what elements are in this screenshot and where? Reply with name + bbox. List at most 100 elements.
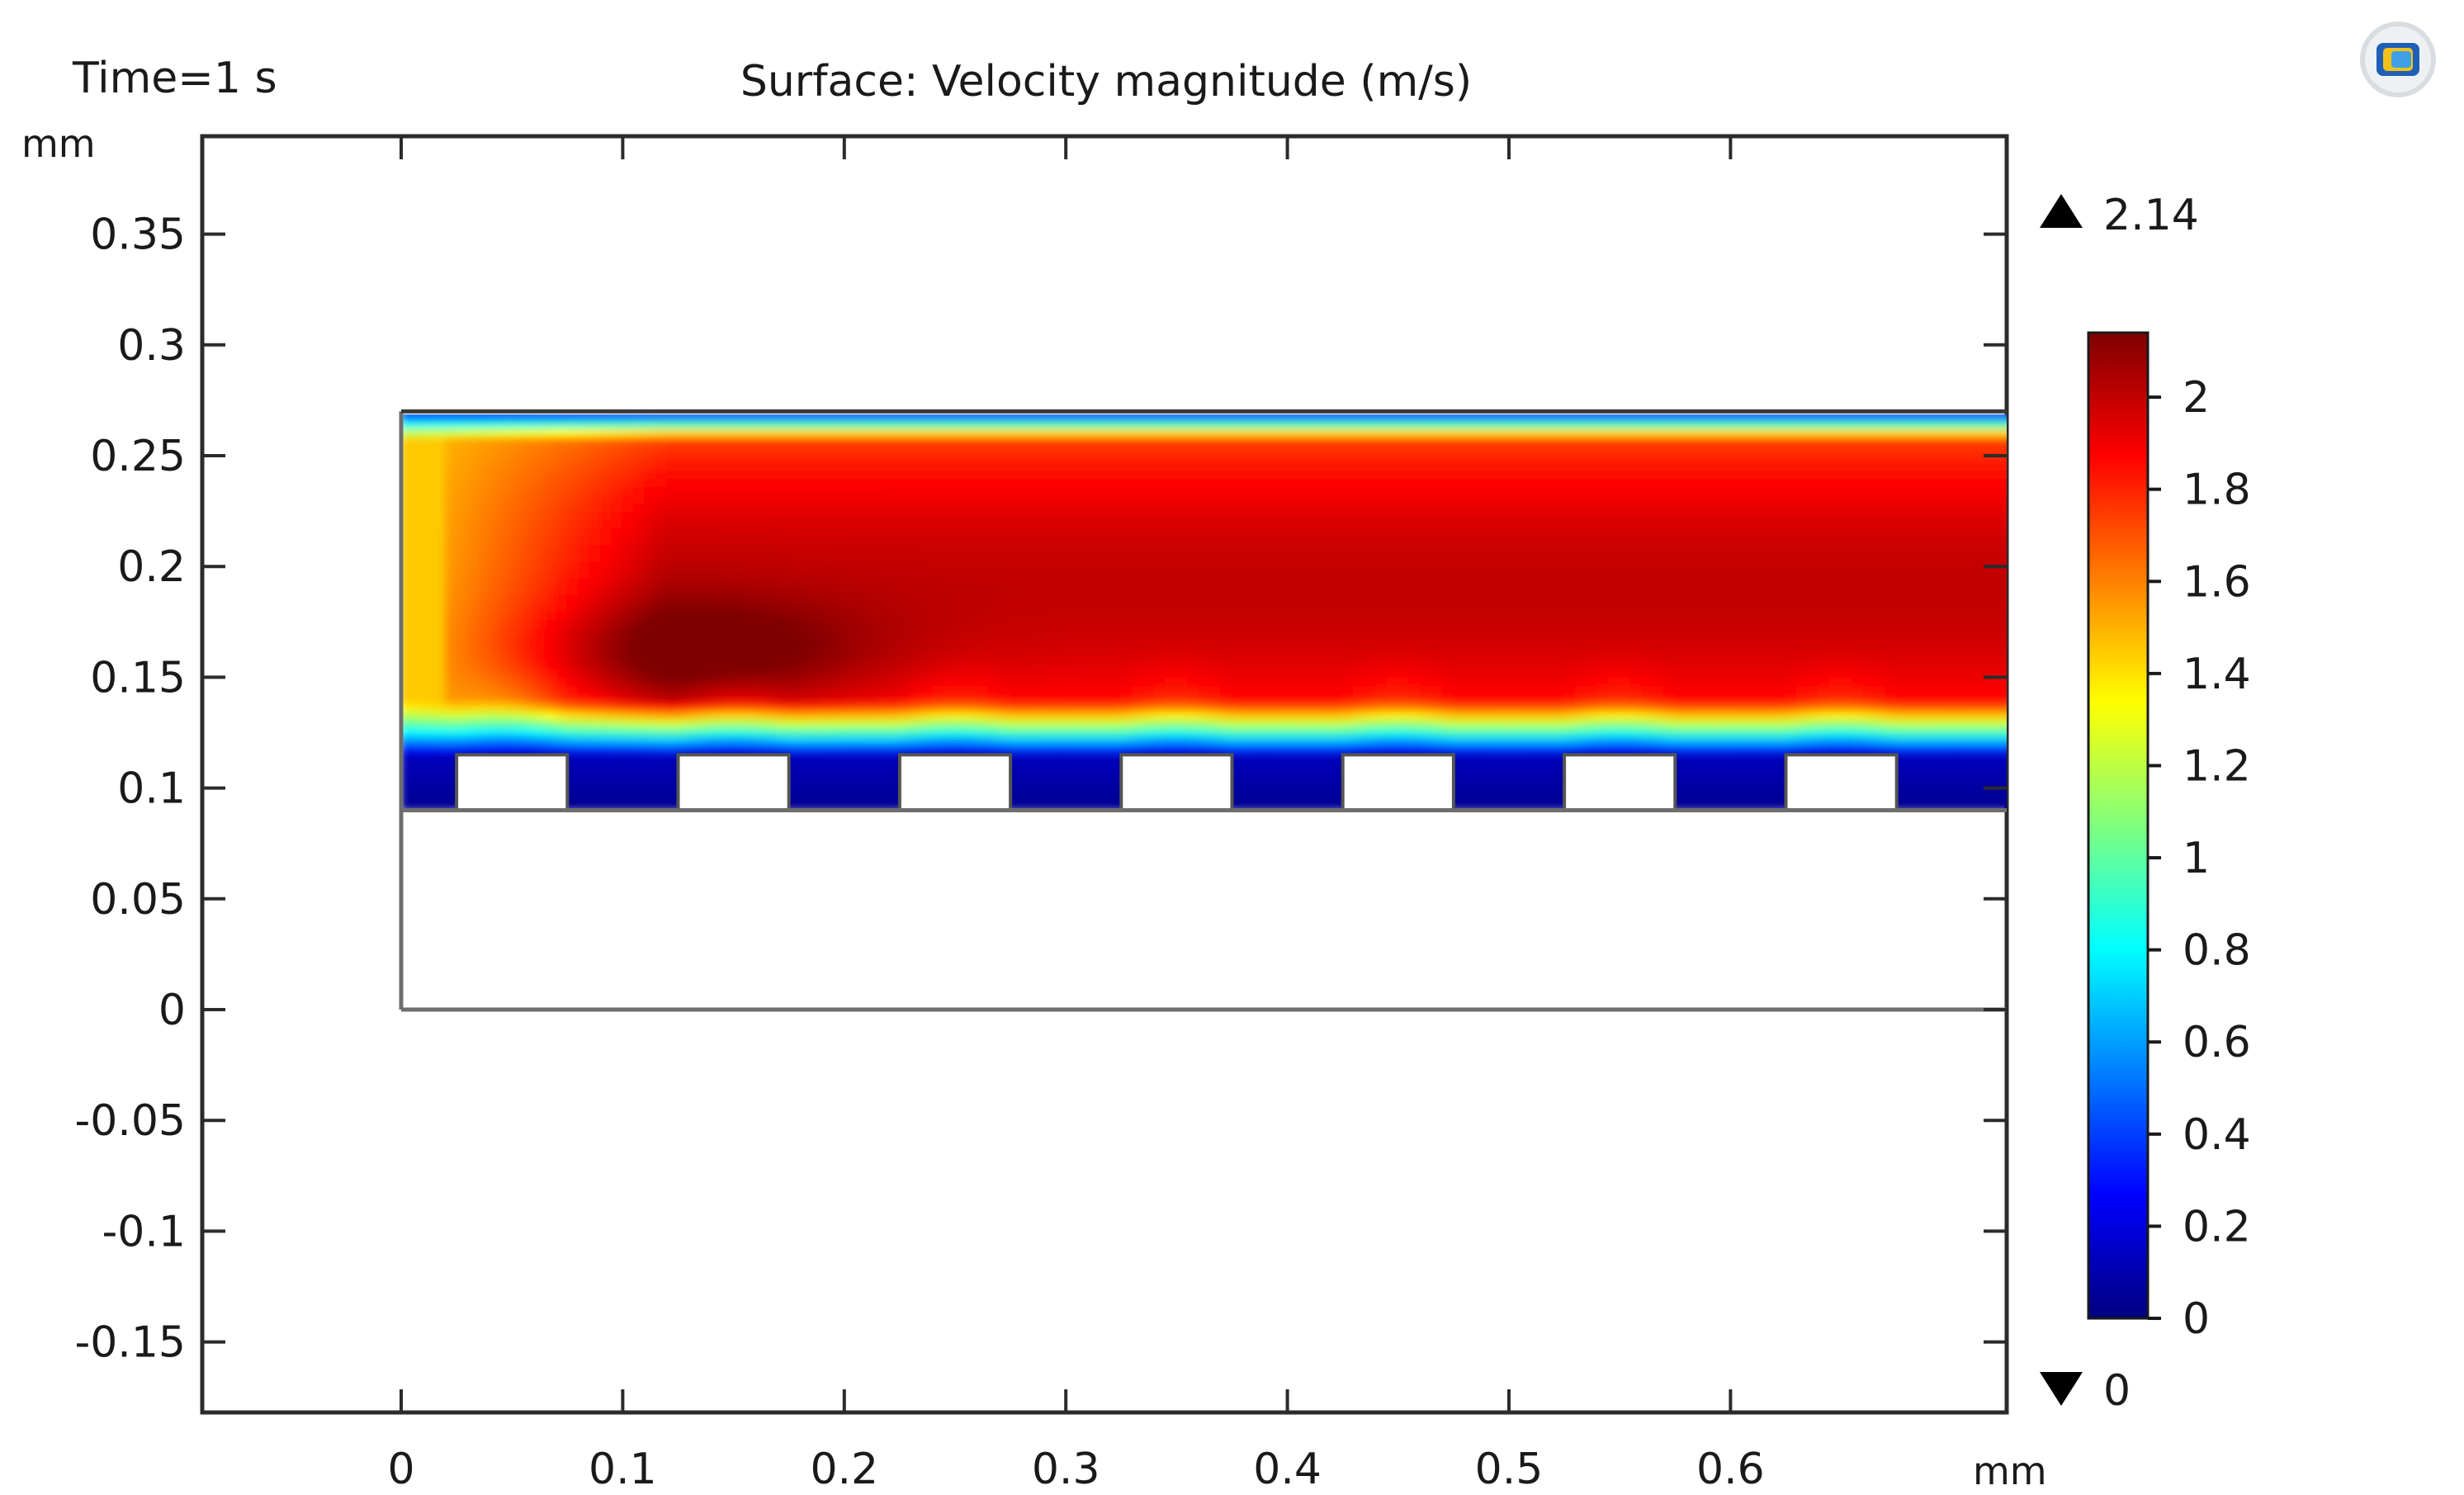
field-cell <box>533 543 546 554</box>
field-cell <box>799 551 812 562</box>
field-cell <box>433 560 447 570</box>
field-cell <box>754 419 768 429</box>
field-cell <box>754 617 768 628</box>
field-cell <box>611 502 624 513</box>
geometry-group <box>399 409 2007 1012</box>
field-cell <box>721 543 735 554</box>
field-cell <box>544 593 557 603</box>
field-cell <box>411 510 424 521</box>
field-cell <box>787 518 802 529</box>
field-cell <box>589 518 602 529</box>
field-cell <box>422 535 436 546</box>
field-cell <box>566 617 579 628</box>
field-cell <box>666 452 679 462</box>
field-cell <box>499 443 513 454</box>
field-cell <box>533 427 546 438</box>
field-cell <box>732 676 745 687</box>
field-cell <box>821 601 835 612</box>
field-cell <box>632 684 646 695</box>
field-cell <box>821 502 835 513</box>
field-cell <box>433 435 447 446</box>
field-cell <box>821 751 835 762</box>
field-cell <box>777 593 790 603</box>
field-cell <box>433 584 447 595</box>
field-cell <box>477 435 491 446</box>
field-cell <box>754 693 768 703</box>
field-cell <box>522 468 535 479</box>
field-cell <box>699 510 712 521</box>
field-cell <box>754 435 768 446</box>
field-cell <box>456 468 469 479</box>
field-cell <box>677 609 690 620</box>
field-cell <box>401 452 414 462</box>
field-cell <box>456 726 469 736</box>
field-cell <box>787 651 802 662</box>
field-cell <box>777 476 790 487</box>
field-cell <box>577 668 591 679</box>
field-cell <box>799 676 812 687</box>
field-cell <box>644 759 657 770</box>
field-cell <box>777 414 790 421</box>
field-cell <box>666 435 679 446</box>
field-cell <box>433 543 447 554</box>
field-cell <box>632 560 646 570</box>
field-cell <box>710 693 724 703</box>
field-cell <box>821 701 835 712</box>
field-cell <box>433 460 447 471</box>
field-cell <box>754 414 768 421</box>
field-cell <box>499 717 513 728</box>
field-cell <box>589 751 602 762</box>
field-cell <box>566 527 579 537</box>
field-cell <box>810 609 823 620</box>
field-cell <box>677 701 690 712</box>
field-cell <box>787 443 802 454</box>
field-cell <box>589 543 602 554</box>
field-cell <box>401 709 414 720</box>
field-cell <box>411 701 424 712</box>
field-cell <box>744 693 757 703</box>
field-cell <box>433 709 447 720</box>
field-cell <box>787 535 802 546</box>
field-cell <box>821 684 835 695</box>
field-cell <box>777 742 790 753</box>
field-cell <box>566 414 579 421</box>
field-cell <box>810 543 823 554</box>
field-cell <box>489 742 502 753</box>
field-cell <box>732 518 745 529</box>
field-cell <box>710 494 724 504</box>
field-cell <box>821 560 835 570</box>
field-cell <box>655 443 669 454</box>
field-cell <box>732 435 745 446</box>
field-cell <box>499 601 513 612</box>
field-cell <box>832 701 845 712</box>
field-cell <box>821 460 835 471</box>
field-cell <box>589 617 602 628</box>
field-cell <box>577 651 591 662</box>
field-cell <box>754 660 768 670</box>
field-cell <box>555 742 569 753</box>
field-cell <box>666 627 679 637</box>
y-axis-unit: mm <box>21 121 96 166</box>
field-cell <box>655 485 669 495</box>
field-cell <box>765 468 779 479</box>
field-cell <box>721 584 735 595</box>
field-cell <box>655 651 669 662</box>
field-cell <box>433 476 447 487</box>
field-cell <box>456 651 469 662</box>
field-cell <box>433 751 447 762</box>
field-cell <box>411 643 424 654</box>
field-cell <box>411 668 424 679</box>
field-cell <box>466 609 480 620</box>
field-cell <box>611 609 624 620</box>
field-cell <box>754 717 768 728</box>
field-cell <box>744 518 757 529</box>
field-cell <box>765 527 779 537</box>
field-cell <box>754 651 768 662</box>
field-cell <box>411 676 424 687</box>
field-cell <box>666 784 679 795</box>
field-cell <box>522 543 535 554</box>
field-cell <box>566 635 579 646</box>
field-cell <box>810 660 823 670</box>
field-cell <box>777 568 790 579</box>
field-cell <box>677 443 690 454</box>
